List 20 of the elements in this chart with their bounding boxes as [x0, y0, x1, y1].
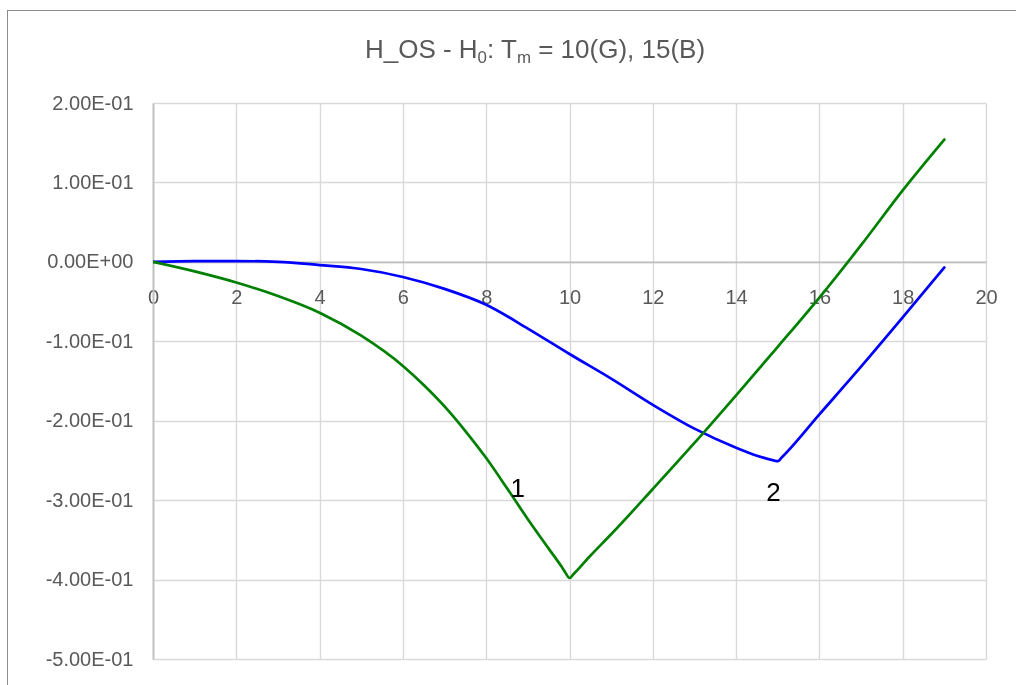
x-tick-label: 14 — [725, 286, 748, 309]
annotation: 2 — [766, 476, 781, 507]
y-tick-label: 2.00E-01 — [52, 91, 134, 114]
y-tick-label: 1.00E-01 — [52, 170, 134, 193]
x-tick-label: 4 — [314, 286, 326, 309]
x-tick-label: 20 — [975, 286, 998, 309]
y-tick-label: -4.00E-01 — [45, 568, 134, 591]
x-tick-label: 2 — [231, 286, 243, 309]
x-tick-label: 18 — [892, 286, 915, 309]
annotation: 1 — [510, 472, 526, 503]
y-tick-label: 0.00E+00 — [47, 250, 134, 273]
y-tick-label: -3.00E-01 — [45, 488, 134, 511]
x-tick-label: 8 — [481, 286, 493, 309]
x-tick-label: 10 — [558, 286, 582, 309]
x-tick-label: 6 — [397, 286, 409, 309]
y-tick-label: -2.00E-01 — [45, 409, 134, 432]
y-tick-label: -1.00E-01 — [45, 329, 134, 352]
y-tick-label: -5.00E-01 — [45, 647, 134, 670]
x-tick-label: 12 — [642, 286, 665, 309]
chart-title: H_OS - H$_{0}$: T$_{m}$ = 10(G), 15(B) — [363, 33, 707, 68]
